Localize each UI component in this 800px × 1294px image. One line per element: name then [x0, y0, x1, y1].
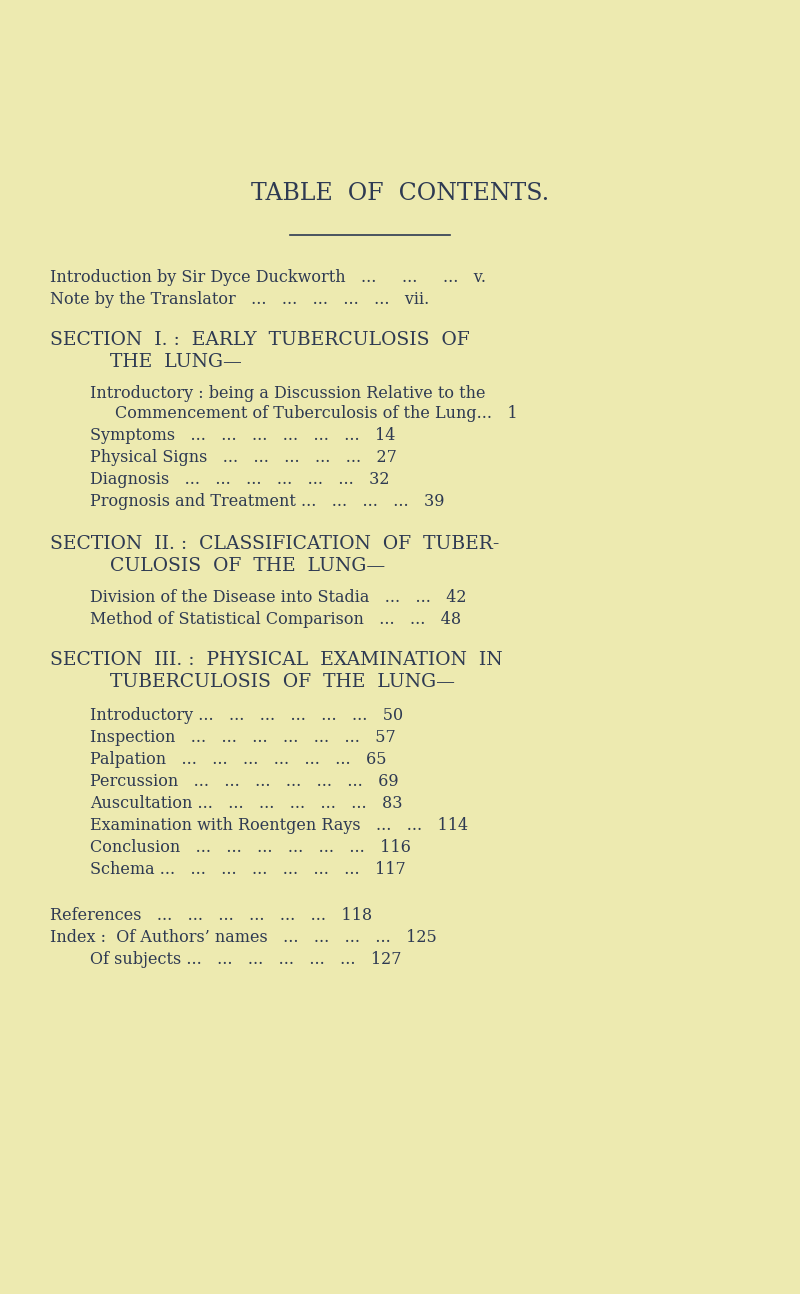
Text: Auscultation ...   ...   ...   ...   ...   ...   83: Auscultation ... ... ... ... ... ... 83	[90, 796, 402, 813]
Text: Index :  Of Authors’ names   ...   ...   ...   ...   125: Index : Of Authors’ names ... ... ... ..…	[50, 929, 437, 946]
Text: Prognosis and Treatment ...   ...   ...   ...   39: Prognosis and Treatment ... ... ... ... …	[90, 493, 445, 510]
Text: Palpation   ...   ...   ...   ...   ...   ...   65: Palpation ... ... ... ... ... ... 65	[90, 752, 386, 769]
Text: Inspection   ...   ...   ...   ...   ...   ...   57: Inspection ... ... ... ... ... ... 57	[90, 730, 396, 747]
Text: Percussion   ...   ...   ...   ...   ...   ...   69: Percussion ... ... ... ... ... ... 69	[90, 774, 398, 791]
Text: TUBERCULOSIS  OF  THE  LUNG—: TUBERCULOSIS OF THE LUNG—	[110, 673, 455, 691]
Text: SECTION  I. :  EARLY  TUBERCULOSIS  OF: SECTION I. : EARLY TUBERCULOSIS OF	[50, 331, 470, 349]
Text: SECTION  III. :  PHYSICAL  EXAMINATION  IN: SECTION III. : PHYSICAL EXAMINATION IN	[50, 651, 502, 669]
Text: Introductory ...   ...   ...   ...   ...   ...   50: Introductory ... ... ... ... ... ... 50	[90, 708, 403, 725]
Text: Schema ...   ...   ...   ...   ...   ...   ...   117: Schema ... ... ... ... ... ... ... 117	[90, 862, 406, 879]
Text: References   ...   ...   ...   ...   ...   ...   118: References ... ... ... ... ... ... 118	[50, 907, 372, 924]
Text: THE  LUNG—: THE LUNG—	[110, 353, 242, 371]
Text: Of subjects ...   ...   ...   ...   ...   ...   127: Of subjects ... ... ... ... ... ... 127	[90, 951, 402, 968]
Text: Introductory : being a Discussion Relative to the: Introductory : being a Discussion Relati…	[90, 384, 486, 401]
Text: Method of Statistical Comparison   ...   ...   48: Method of Statistical Comparison ... ...…	[90, 611, 461, 628]
Text: Physical Signs   ...   ...   ...   ...   ...   27: Physical Signs ... ... ... ... ... 27	[90, 449, 397, 466]
Text: Diagnosis   ...   ...   ...   ...   ...   ...   32: Diagnosis ... ... ... ... ... ... 32	[90, 471, 390, 488]
Text: Conclusion   ...   ...   ...   ...   ...   ...   116: Conclusion ... ... ... ... ... ... 116	[90, 840, 411, 857]
Text: SECTION  II. :  CLASSIFICATION  OF  TUBER-: SECTION II. : CLASSIFICATION OF TUBER-	[50, 534, 499, 553]
Text: Note by the Translator   ...   ...   ...   ...   ...   vii.: Note by the Translator ... ... ... ... .…	[50, 291, 430, 308]
Text: CULOSIS  OF  THE  LUNG—: CULOSIS OF THE LUNG—	[110, 556, 386, 575]
Text: Symptoms   ...   ...   ...   ...   ...   ...   14: Symptoms ... ... ... ... ... ... 14	[90, 427, 395, 444]
Text: TABLE  OF  CONTENTS.: TABLE OF CONTENTS.	[251, 181, 549, 204]
Text: Examination with Roentgen Rays   ...   ...   114: Examination with Roentgen Rays ... ... 1…	[90, 818, 468, 835]
Text: Commencement of Tuberculosis of the Lung...   1: Commencement of Tuberculosis of the Lung…	[115, 405, 518, 422]
Text: Introduction by Sir Dyce Duckworth   ...     ...     ...   v.: Introduction by Sir Dyce Duckworth ... .…	[50, 268, 486, 286]
Text: Division of the Disease into Stadia   ...   ...   42: Division of the Disease into Stadia ... …	[90, 589, 466, 606]
